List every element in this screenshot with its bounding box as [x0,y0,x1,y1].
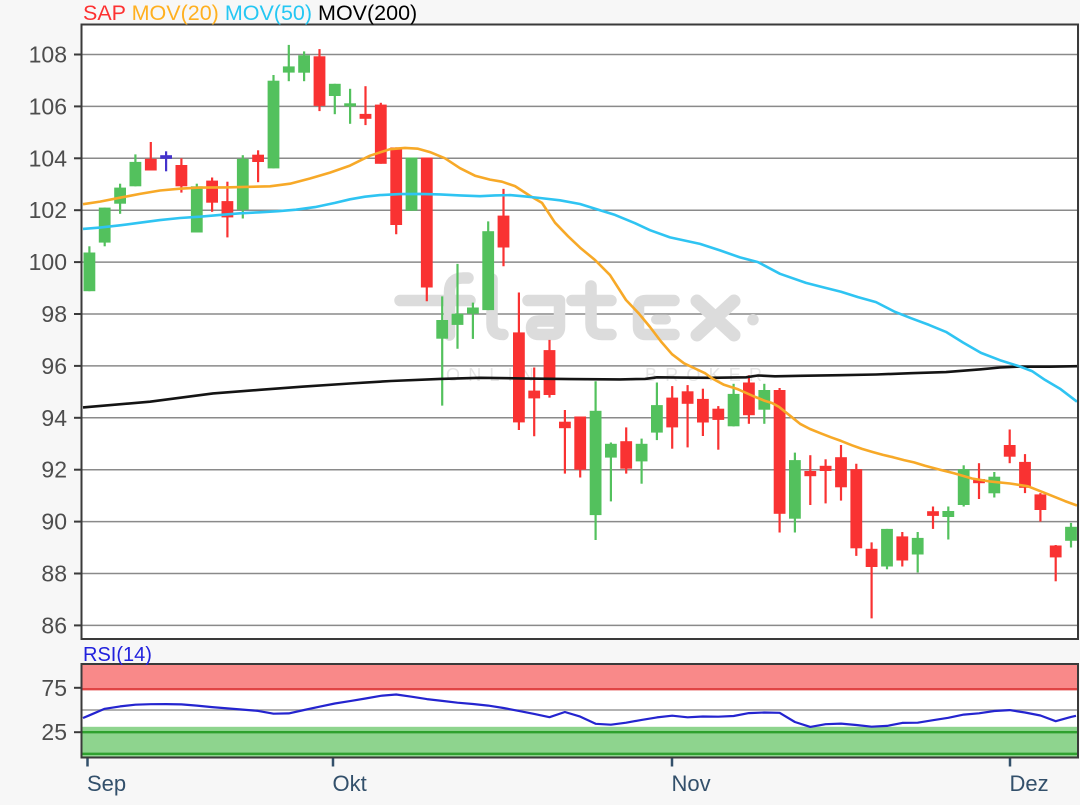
svg-text:98: 98 [41,301,67,327]
svg-text:100: 100 [29,249,67,275]
svg-text:75: 75 [41,675,67,701]
svg-text:104: 104 [29,145,68,171]
svg-text:106: 106 [29,93,67,119]
svg-text:ONLINE: ONLINE [446,365,562,385]
svg-text:SAP MOV(20) MOV(50) MOV(200): SAP MOV(20) MOV(50) MOV(200) [83,1,417,25]
svg-text:88: 88 [41,561,67,587]
svg-text:RSI(14): RSI(14) [83,644,152,666]
svg-text:94: 94 [41,405,67,431]
svg-text:Nov: Nov [672,771,711,796]
svg-text:BROKER: BROKER [645,365,770,385]
svg-text:108: 108 [29,42,67,68]
svg-text:86: 86 [41,612,67,638]
svg-text:102: 102 [29,197,67,223]
svg-text:Okt: Okt [333,771,367,796]
svg-text:Dez: Dez [1010,771,1049,796]
svg-text:90: 90 [41,509,67,535]
svg-text:92: 92 [41,457,67,483]
svg-text:96: 96 [41,353,67,379]
svg-text:25: 25 [41,719,67,745]
svg-text:Sep: Sep [87,771,126,796]
